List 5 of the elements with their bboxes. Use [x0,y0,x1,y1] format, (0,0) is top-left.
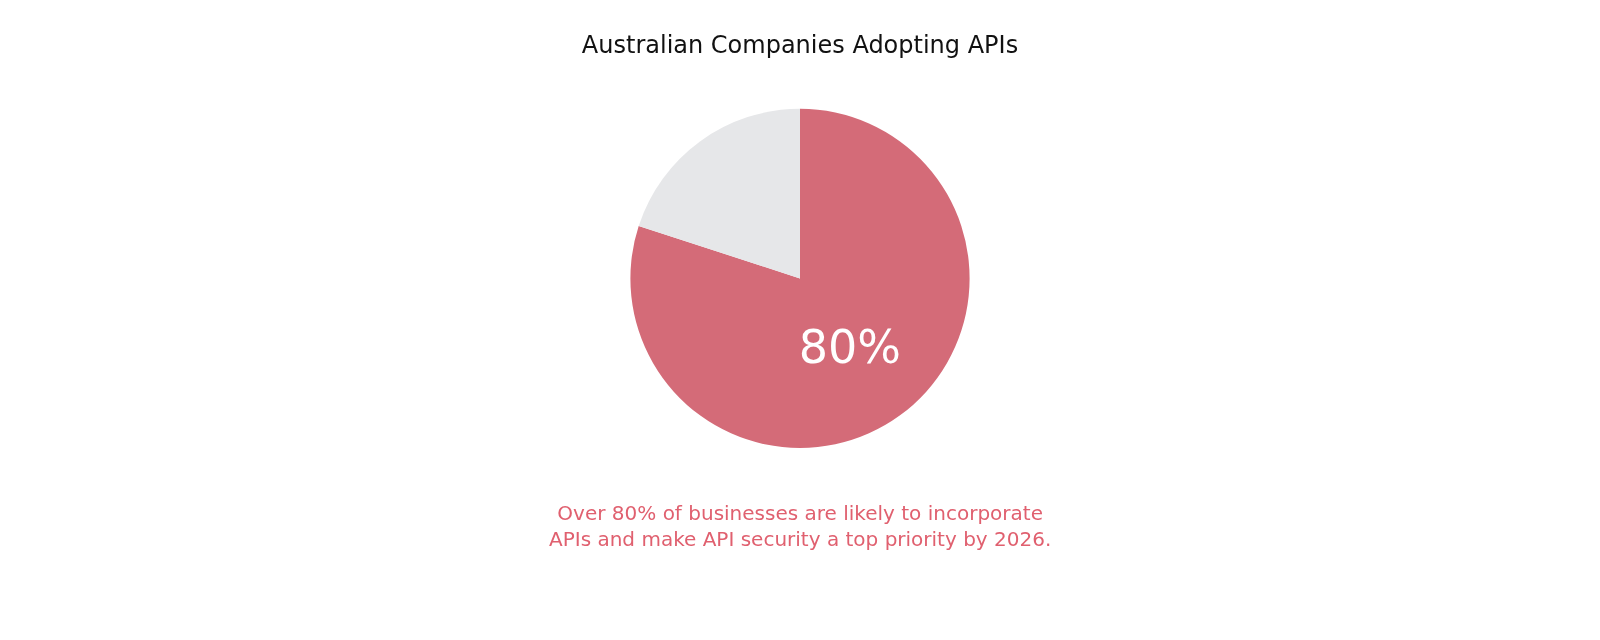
pie-slice [638,108,800,279]
data-label: 80% [798,320,901,374]
chart-title: Australian Companies Adopting APIs [581,31,1019,60]
pie-slice [630,108,970,448]
text: Over 80% of businesses are likely to incorporate APIs and make API security a top priority by 2026. [549,501,1052,551]
